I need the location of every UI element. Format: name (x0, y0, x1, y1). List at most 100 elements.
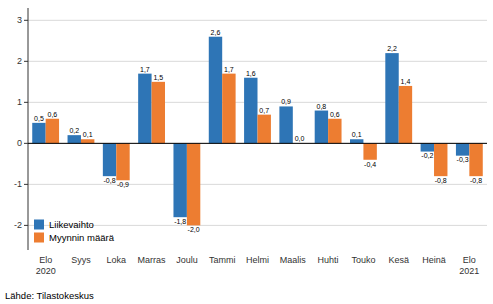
bar (350, 139, 363, 143)
tick-label-line: 2021 (459, 266, 479, 276)
legend: LiikevaihtoMyynnin määrä (34, 219, 115, 243)
data-label: 1,4 (401, 78, 411, 85)
data-label: 0,5 (34, 115, 44, 122)
tick-label: Marras (138, 255, 167, 265)
bar (315, 111, 328, 144)
bar (32, 123, 45, 144)
tick-label-line: Elo (39, 255, 52, 265)
data-label: -0,8 (104, 177, 116, 184)
tick-label-line: Heinä (422, 255, 446, 265)
data-label: 0,8 (317, 103, 327, 110)
grid-line (28, 225, 487, 226)
bar (421, 143, 434, 151)
tick-label-line: Huhti (318, 255, 339, 265)
tick-label: -2 (14, 220, 22, 230)
bar (469, 143, 482, 176)
tick-mark (24, 143, 28, 144)
bar (209, 37, 222, 144)
data-labels: 0,5 0,2 -0,8 1,7 -1,8 2,6 1,6 0,9 0,8 0,1 2,2 -0,2 -… (34, 29, 482, 233)
tick-mark (24, 102, 28, 103)
data-label: -2,0 (188, 226, 200, 233)
bar (328, 119, 341, 144)
tick-label: -1 (14, 179, 22, 189)
tick-label-line: 2020 (36, 266, 56, 276)
bar (116, 143, 129, 180)
tick-label: 2 (17, 56, 22, 66)
data-label: 0,9 (281, 98, 291, 105)
legend-label: Myynnin määrä (49, 232, 115, 243)
bar (456, 143, 469, 155)
bar (103, 143, 116, 176)
data-label: 0,0 (295, 135, 305, 142)
tick-label: Syys (71, 255, 91, 265)
bar (222, 74, 235, 144)
tick-label-line: Helmi (246, 255, 269, 265)
tick-mark (24, 61, 28, 62)
bar (244, 78, 257, 144)
data-label: 0,6 (330, 111, 340, 118)
data-label: -0,8 (435, 177, 447, 184)
data-label: 2,2 (387, 45, 397, 52)
bar (81, 139, 94, 143)
bar (187, 143, 200, 225)
tick-label: Helmi (246, 255, 269, 265)
data-label: 0,2 (69, 127, 79, 134)
tick-label-line: Elo (463, 255, 476, 265)
bar (258, 115, 271, 144)
data-label: 1,7 (140, 66, 150, 73)
bar (363, 143, 376, 159)
tick-label: 1 (17, 97, 22, 107)
tick-label-line: Marras (138, 255, 167, 265)
tick-label-line: Loka (107, 255, 127, 265)
tick-label-line: Kesä (388, 255, 409, 265)
bar (434, 143, 447, 176)
grid-line (28, 20, 487, 21)
axis-line (28, 8, 29, 250)
tick-label: Touko (351, 255, 375, 265)
grid-line (28, 184, 487, 185)
grid-line (28, 61, 487, 62)
data-label: -0,3 (457, 156, 469, 163)
tick-label: Loka (107, 255, 127, 265)
tick-label-line: Maalis (280, 255, 307, 265)
data-label: 1,6 (246, 70, 256, 77)
data-label: 1,7 (224, 66, 234, 73)
grid-line (28, 143, 487, 144)
tick-label: Tammi (209, 255, 236, 265)
data-label: 1,5 (153, 74, 163, 81)
data-label: -1,8 (174, 218, 186, 225)
y-axis: -2 -1 0 1 2 3 (14, 8, 28, 250)
tick-label-line: Joulu (176, 255, 198, 265)
data-label: -0,9 (117, 181, 129, 188)
data-label: -0,8 (470, 177, 482, 184)
tick-label: Heinä (422, 255, 446, 265)
bar (152, 82, 165, 144)
tick-label: Elo2020 (36, 255, 56, 276)
tick-label: Kesä (388, 255, 409, 265)
data-label: 0,6 (47, 111, 57, 118)
bar (46, 119, 59, 144)
tick-label: Elo2021 (459, 255, 479, 276)
bar (385, 53, 398, 143)
data-label: 2,6 (211, 29, 221, 36)
tick-label: Maalis (280, 255, 307, 265)
tick-label-line: Tammi (209, 255, 236, 265)
data-label: 0,1 (352, 131, 362, 138)
source-note: Lähde: Tilastokeskus (5, 290, 94, 301)
zero-line (28, 143, 487, 144)
tick-mark (24, 184, 28, 185)
data-label: 0,7 (259, 107, 269, 114)
bar (138, 74, 151, 144)
data-label: -0,2 (421, 152, 433, 159)
tick-label-line: Touko (351, 255, 375, 265)
tick-label: 3 (17, 15, 22, 25)
tick-mark (24, 225, 28, 226)
x-axis: Elo2020SyysLokaMarrasJouluTammiHelmiMaal… (36, 255, 480, 276)
bar (173, 143, 186, 217)
bars (32, 37, 483, 226)
tick-label: 0 (17, 138, 22, 148)
tick-mark (24, 20, 28, 21)
tick-label: Joulu (176, 255, 198, 265)
tick-label-line: Syys (71, 255, 91, 265)
tick-label: Huhti (318, 255, 339, 265)
